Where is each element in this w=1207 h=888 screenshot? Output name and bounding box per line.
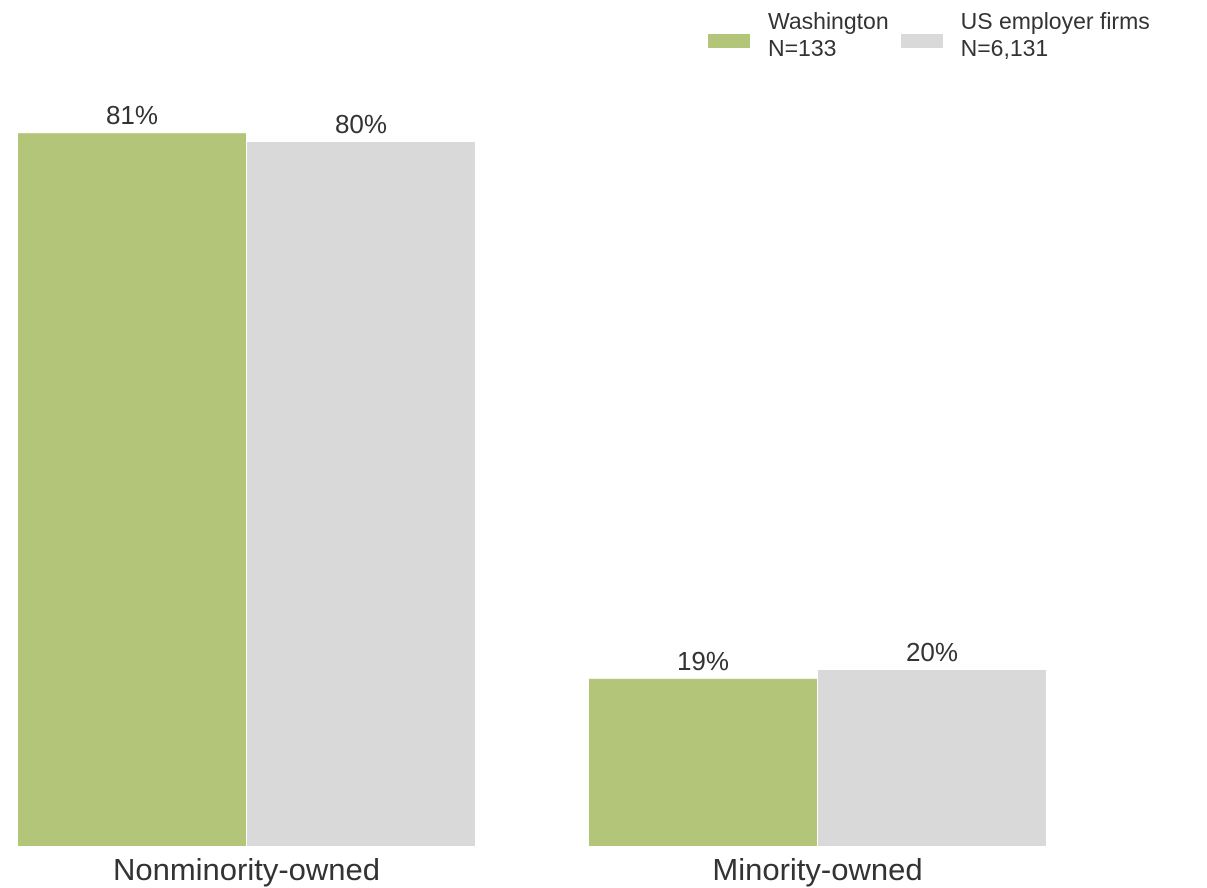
category-label-minority-owned: Minority-owned	[712, 852, 922, 887]
bar-minority-owned-us-employer-firms	[818, 670, 1046, 846]
legend-item-washington: Washington N=133	[708, 8, 889, 62]
bar-nonminority-owned-washington	[18, 133, 246, 846]
data-label-nonminority-owned-us-employer-firms: 80%	[335, 109, 387, 139]
data-label-minority-owned-washington: 19%	[677, 646, 729, 676]
category-label-nonminority-owned: Nonminority-owned	[113, 852, 380, 887]
legend-swatch-us-employer-firms	[900, 34, 943, 48]
legend-item-us-employer-firms: US employer firms N=6,131	[900, 8, 1150, 62]
data-label-nonminority-owned-washington: 81%	[106, 100, 158, 130]
legend-swatch-washington	[708, 34, 750, 48]
data-label-minority-owned-us-employer-firms: 20%	[906, 637, 958, 667]
bar-minority-owned-washington	[589, 678, 817, 846]
legend-sublabel-us-employer-firms: N=6,131	[960, 35, 1049, 61]
bar-nonminority-owned-us-employer-firms	[247, 142, 475, 846]
legend: Washington N=133 US employer firms N=6,1…	[708, 8, 1162, 62]
legend-label-washington: Washington	[768, 8, 889, 34]
legend-sublabel-washington: N=133	[768, 35, 837, 61]
legend-label-us-employer-firms: US employer firms	[960, 8, 1150, 34]
